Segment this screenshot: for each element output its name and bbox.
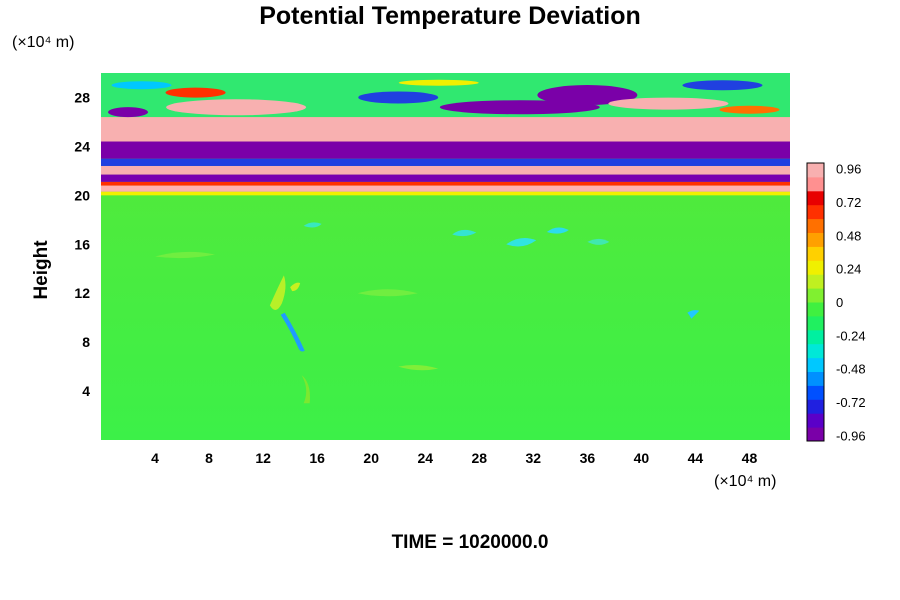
colorbar-tick-label: 0.24 bbox=[836, 262, 861, 277]
chart-title: Potential Temperature Deviation bbox=[259, 2, 641, 30]
x-tick-label: 48 bbox=[742, 450, 758, 466]
field-band bbox=[101, 117, 790, 142]
field-feature bbox=[280, 312, 305, 352]
field-blob bbox=[358, 91, 439, 104]
field-blob bbox=[398, 79, 479, 86]
colorbar-swatch bbox=[807, 371, 824, 386]
x-tick-label: 24 bbox=[417, 450, 433, 466]
colorbar-tick-label: -0.72 bbox=[836, 395, 866, 410]
colorbar-swatch bbox=[807, 204, 824, 220]
colorbar-swatch bbox=[807, 343, 824, 359]
colorbar-swatch bbox=[807, 413, 824, 428]
x-tick-label: 28 bbox=[471, 450, 487, 466]
field-band bbox=[101, 165, 790, 175]
field-band bbox=[101, 185, 790, 192]
y-tick-label: 28 bbox=[74, 89, 90, 105]
x-tick-label: 36 bbox=[580, 450, 596, 466]
field-band bbox=[101, 158, 790, 166]
colorbar-tick-label: 0 bbox=[836, 295, 843, 310]
field-band bbox=[101, 174, 790, 182]
field-blob bbox=[719, 105, 780, 114]
field-feature bbox=[398, 365, 439, 371]
field-feature bbox=[506, 238, 537, 247]
colorbar-swatch bbox=[807, 218, 824, 233]
x-tick-label: 44 bbox=[688, 450, 704, 466]
y-tick-label: 20 bbox=[74, 187, 90, 203]
colorbar-swatch bbox=[807, 260, 824, 275]
time-label: TIME = 1020000.0 bbox=[391, 532, 549, 553]
field-blob bbox=[439, 100, 600, 115]
field-feature bbox=[587, 238, 610, 245]
field-blob bbox=[608, 97, 729, 110]
colorbar-tick-label: -0.48 bbox=[836, 362, 866, 377]
field-feature bbox=[357, 289, 418, 297]
field-blob bbox=[166, 99, 307, 116]
field-feature bbox=[303, 222, 322, 228]
colorbar-swatch bbox=[807, 246, 824, 261]
field-feature bbox=[301, 375, 310, 404]
colorbar: 0.96 0.72 0.48 0.24 0 -0.24 -0.48 -0.72 -0.96 bbox=[806, 162, 866, 443]
y-tick-label: 8 bbox=[82, 334, 90, 350]
colorbar-tick-label: 0.96 bbox=[836, 162, 861, 177]
field-feature bbox=[546, 227, 569, 234]
colorbar-swatch bbox=[807, 232, 824, 247]
x-tick-label: 4 bbox=[151, 450, 159, 466]
colorbar-swatch bbox=[807, 329, 824, 345]
colorbar-swatch bbox=[807, 288, 824, 303]
y-tick-label: 24 bbox=[74, 138, 90, 154]
colorbar-swatch bbox=[807, 357, 824, 372]
field-blob bbox=[682, 80, 763, 91]
field-band bbox=[101, 191, 790, 196]
x-tick-label: 40 bbox=[634, 450, 650, 466]
field-blob bbox=[165, 87, 226, 98]
heatmap-field bbox=[101, 73, 790, 440]
y-tick-label: 16 bbox=[74, 236, 90, 252]
field-blob bbox=[537, 85, 638, 106]
colorbar-swatch bbox=[807, 385, 824, 400]
x-tick-label: 8 bbox=[205, 450, 213, 466]
y-tick-label: 4 bbox=[82, 383, 90, 399]
colorbar-tick-label: 0.48 bbox=[836, 228, 861, 243]
colorbar-tick-label: -0.96 bbox=[836, 428, 866, 443]
colorbar-tick-label: 0.72 bbox=[836, 195, 861, 210]
field-feature bbox=[452, 229, 477, 237]
y-tick-label: 12 bbox=[74, 285, 90, 301]
colorbar-swatch bbox=[807, 274, 824, 289]
field-band bbox=[101, 181, 790, 186]
colorbar-swatch bbox=[807, 176, 824, 192]
colorbar-swatch bbox=[807, 315, 824, 331]
x-tick-label: 16 bbox=[309, 450, 325, 466]
colorbar-swatch bbox=[807, 190, 824, 206]
x-tick-label: 12 bbox=[255, 450, 271, 466]
x-tick-label: 32 bbox=[526, 450, 542, 466]
field-blob bbox=[111, 81, 172, 90]
field-feature bbox=[687, 310, 700, 319]
colorbar-swatch bbox=[807, 399, 824, 414]
field-band bbox=[101, 141, 790, 159]
field-blob bbox=[108, 107, 149, 118]
colorbar-tick-label: -0.24 bbox=[836, 328, 866, 343]
colorbar-swatch bbox=[807, 302, 824, 317]
x-tick-label: 20 bbox=[363, 450, 379, 466]
y-axis-unit: (×10⁴ m) bbox=[12, 34, 75, 51]
colorbar-swatch bbox=[807, 427, 824, 442]
field-feature bbox=[269, 275, 286, 310]
x-axis-unit: (×10⁴ m) bbox=[714, 473, 777, 490]
colorbar-swatch bbox=[807, 163, 824, 178]
field-feature bbox=[155, 251, 216, 259]
colorbar-frame bbox=[806, 162, 825, 442]
field-feature bbox=[290, 282, 301, 292]
